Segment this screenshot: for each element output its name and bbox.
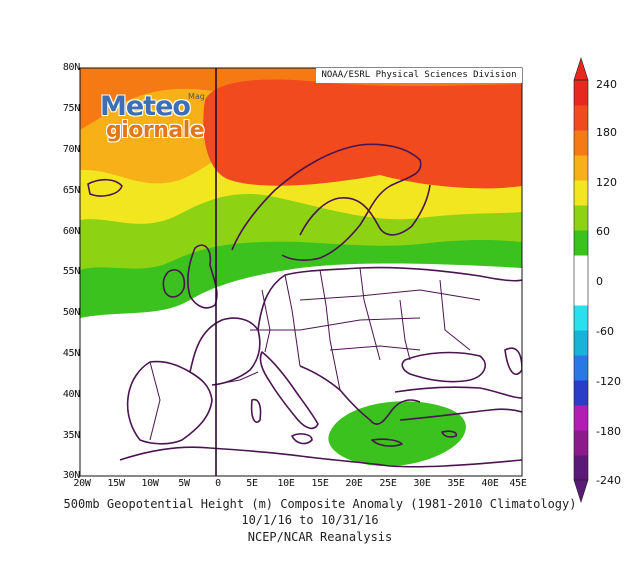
lon-label: 15E xyxy=(311,478,329,489)
lat-label: 55N xyxy=(62,266,80,277)
lon-label: 10W xyxy=(141,478,159,489)
lat-label: 45N xyxy=(62,348,80,359)
colorbar-segment xyxy=(574,205,588,231)
border-2 xyxy=(284,274,301,367)
border-4 xyxy=(359,267,381,361)
border-6 xyxy=(299,289,481,301)
coast-iceland xyxy=(87,178,123,197)
coast-turkey xyxy=(394,386,522,399)
colorbar-label: 240 xyxy=(596,78,617,91)
colorbar xyxy=(573,57,589,503)
lat-label: 70N xyxy=(62,144,80,155)
colorbar-segment xyxy=(574,330,588,356)
coast-north-africa xyxy=(119,446,522,468)
band-300-plus xyxy=(203,79,522,189)
lon-label: 5E xyxy=(246,478,258,489)
border-5 xyxy=(250,317,421,331)
lon-label: 20W xyxy=(73,478,91,489)
caption-source: NCEP/NCAR Reanalysis xyxy=(247,530,393,544)
colorbar-label: -60 xyxy=(596,325,614,338)
caption-dates: 10/1/16 to 10/31/16 xyxy=(241,513,379,527)
logo-word-1: Meteo xyxy=(100,91,191,122)
border-8 xyxy=(399,299,411,361)
lat-label: 50N xyxy=(62,307,80,318)
colorbar-label: 60 xyxy=(596,225,610,238)
logo-word-2: giornale xyxy=(106,118,205,143)
colorbar-segment xyxy=(574,130,588,156)
coast-italy xyxy=(259,351,319,430)
coast-sweden-finland xyxy=(299,184,431,236)
colorbar-segment xyxy=(574,105,588,131)
lon-label: 35E xyxy=(447,478,465,489)
colorbar-segment xyxy=(574,430,588,456)
lon-label: 45E xyxy=(509,478,527,489)
colorbar-label: -240 xyxy=(596,474,621,487)
coast-britain xyxy=(187,244,218,309)
coast-crete xyxy=(371,438,403,447)
coast-sicily xyxy=(291,433,313,445)
colorbar-top-arrow xyxy=(573,57,589,81)
lon-label: 0 xyxy=(215,478,221,489)
lon-label: 15W xyxy=(107,478,125,489)
colorbar-segment xyxy=(574,280,588,306)
colorbar-label: -180 xyxy=(596,425,621,438)
lon-label: 30E xyxy=(413,478,431,489)
colorbar-segment xyxy=(574,155,588,181)
coast-turkey-south xyxy=(399,408,522,421)
logo: Mag Meteo giornale xyxy=(100,91,205,143)
coast-caspian xyxy=(504,347,522,375)
coast-norway xyxy=(231,143,422,261)
colorbar-segment xyxy=(574,180,588,206)
credit-label: NOAA/ESRL Physical Sciences Division xyxy=(316,68,522,83)
plot-frame xyxy=(79,67,523,477)
colorbar-segment xyxy=(574,355,588,381)
lat-label: 40N xyxy=(62,389,80,400)
colorbar-label: -120 xyxy=(596,375,621,388)
colorbar-label: 120 xyxy=(596,176,617,189)
coast-sardinia xyxy=(250,398,262,424)
lat-label: 65N xyxy=(62,185,80,196)
colorbar-segment xyxy=(574,305,588,331)
country-borders xyxy=(149,267,481,441)
lon-label: 5W xyxy=(178,478,190,489)
colorbar-frame xyxy=(573,79,589,481)
lat-label: 80N xyxy=(62,62,80,73)
colorbar-segment xyxy=(574,380,588,406)
lat-label: 60N xyxy=(62,226,80,237)
border-11 xyxy=(149,361,161,441)
logo-superscript: Mag xyxy=(188,92,205,101)
lon-label: 10E xyxy=(277,478,295,489)
border-10 xyxy=(211,371,259,386)
coast-balkans xyxy=(299,365,421,425)
coast-black-sea xyxy=(401,351,486,383)
lon-label: 20E xyxy=(345,478,363,489)
lon-label: 25E xyxy=(379,478,397,489)
caption-title: 500mb Geopotential Height (m) Composite … xyxy=(63,497,577,511)
coast-cyprus xyxy=(441,430,458,438)
coast-ireland xyxy=(162,269,186,298)
anomaly-fill xyxy=(80,68,522,476)
colorbar-segment xyxy=(574,230,588,256)
border-9 xyxy=(439,279,471,351)
colorbar-label: 0 xyxy=(596,275,603,288)
lat-label: 75N xyxy=(62,103,80,114)
border-3 xyxy=(319,269,341,391)
lat-label: 30N xyxy=(62,470,80,481)
colorbar-segment xyxy=(574,405,588,431)
colorbar-segment xyxy=(574,455,588,481)
lat-label: 35N xyxy=(62,430,80,441)
lon-label: 40E xyxy=(481,478,499,489)
colorbar-segment xyxy=(574,255,588,281)
colorbar-label: 180 xyxy=(596,126,617,139)
colorbar-segment xyxy=(574,80,588,106)
